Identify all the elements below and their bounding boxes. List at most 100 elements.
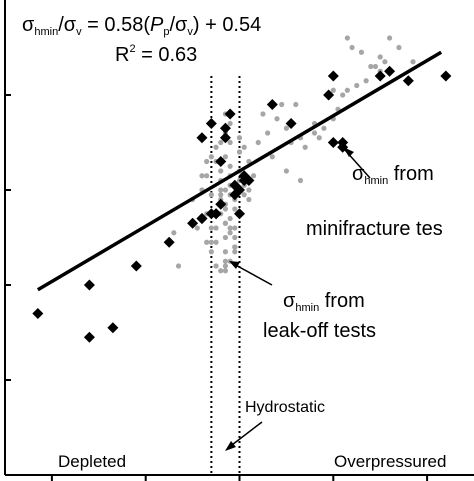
leakoff-point xyxy=(208,192,214,198)
eq-p: p xyxy=(163,26,170,38)
leakoff-point xyxy=(171,230,177,236)
leakoff-point xyxy=(227,215,233,222)
leakoff-point xyxy=(208,249,214,255)
minifrac-point xyxy=(234,208,245,220)
minifrac-point xyxy=(327,70,339,82)
minifrac-point xyxy=(163,236,175,248)
eq-P: P xyxy=(149,14,164,36)
leakoff-point xyxy=(208,239,214,245)
leakoff-point xyxy=(316,135,322,141)
minifrac-point xyxy=(107,322,119,334)
leakoff-arrowhead xyxy=(229,261,240,269)
leakoff-point xyxy=(321,125,327,131)
leakoff-point xyxy=(204,158,210,165)
eq-v2: v xyxy=(187,26,193,38)
minifrac-point xyxy=(402,75,414,87)
leakoff-point xyxy=(213,239,219,245)
minifrac-point xyxy=(130,260,142,272)
hydrostatic-label: Hydrostatic xyxy=(245,399,326,416)
hydrostatic-arrow xyxy=(227,421,263,449)
leakoff-point xyxy=(218,187,224,193)
eq-mid1: = 0.58( xyxy=(81,14,150,36)
leakoff-point xyxy=(222,206,229,212)
minifrac-point xyxy=(266,99,278,110)
minifrac-point xyxy=(440,70,452,82)
hydrostatic-arrowhead xyxy=(225,441,236,451)
r2-sup: 2 xyxy=(129,43,136,55)
leakoff-point xyxy=(236,135,243,141)
leakoff-point xyxy=(227,139,233,146)
overpressured-label: Overpressured xyxy=(334,452,447,471)
leakoff-point xyxy=(222,249,229,255)
leakoff-point xyxy=(340,92,346,98)
leakoff-point xyxy=(241,144,247,150)
minifrac-point xyxy=(224,108,236,120)
leakoff-point xyxy=(265,130,271,136)
minifrac-sub: hmin xyxy=(364,175,389,187)
minifrac-point xyxy=(327,137,339,148)
eq-over-sigma: /σ xyxy=(58,14,77,36)
leakoff-point xyxy=(222,234,229,241)
minifrac-label-line2: minifracture tes xyxy=(306,218,443,240)
leakoff-point xyxy=(283,125,289,131)
minifrac-point xyxy=(337,137,349,148)
leakoff-point xyxy=(227,225,233,231)
minifrac-point xyxy=(384,65,396,77)
minifrac-point xyxy=(205,118,217,129)
leakoff-point xyxy=(344,35,350,41)
leakoff-point xyxy=(227,163,233,169)
leakoff-sub: hmin xyxy=(295,302,320,314)
eq-sigma: σ xyxy=(22,14,35,36)
leakoff-point xyxy=(232,249,238,255)
leakoff-point xyxy=(302,144,308,150)
depleted-label: Depleted xyxy=(58,452,127,471)
leakoff-point xyxy=(222,187,229,193)
leakoff-point xyxy=(194,225,200,231)
r2-prefix: R xyxy=(115,44,130,66)
leakoff-point xyxy=(218,168,224,174)
leakoff-point xyxy=(232,244,238,250)
leakoff-point xyxy=(236,149,243,155)
minifrac-point xyxy=(243,175,255,186)
leakoff-word: from xyxy=(319,290,365,312)
leakoff-point xyxy=(368,63,374,70)
minifrac-point xyxy=(219,122,231,134)
minifrac-point xyxy=(83,279,95,291)
eq-hmin: hmin xyxy=(34,26,59,38)
leakoff-point xyxy=(386,35,393,41)
leakoff-point xyxy=(250,173,257,179)
r-squared: R2 = 0.63 xyxy=(115,43,197,67)
minifrac-point xyxy=(215,156,227,167)
leakoff-point xyxy=(255,139,261,146)
eq-tail: ) + 0.54 xyxy=(192,14,262,36)
leakoff-point xyxy=(246,196,252,203)
annotation-arrows xyxy=(225,147,371,451)
leakoff-point xyxy=(396,44,402,51)
eq-mid2: /σ xyxy=(169,14,188,36)
minifrac-word: from xyxy=(388,163,434,185)
minifrac-point xyxy=(32,308,44,319)
leakoff-point xyxy=(330,87,336,93)
leakoff-point xyxy=(213,263,219,269)
leakoff-point xyxy=(279,101,285,108)
leakoff-label-line2: leak-off tests xyxy=(263,320,377,342)
leakoff-point xyxy=(410,59,416,65)
leakoff-point xyxy=(269,154,275,160)
leakoff-point xyxy=(372,63,379,70)
leakoff-point xyxy=(297,177,304,184)
leakoff-point xyxy=(232,206,238,212)
minifrac-point xyxy=(187,217,199,229)
minifrac-point xyxy=(83,331,95,343)
leakoff-point xyxy=(222,263,229,269)
leakoff-label: σhmin from xyxy=(283,288,365,321)
leakoff-point xyxy=(222,220,229,226)
minifrac-point xyxy=(196,132,208,144)
leakoff-point xyxy=(232,234,238,241)
minifrac-point xyxy=(234,184,245,196)
leakoff-point xyxy=(358,49,365,55)
leakoff-point xyxy=(382,59,388,65)
eq-v: v xyxy=(76,26,82,38)
leakoff-point xyxy=(232,225,238,231)
leakoff-point xyxy=(227,120,233,127)
